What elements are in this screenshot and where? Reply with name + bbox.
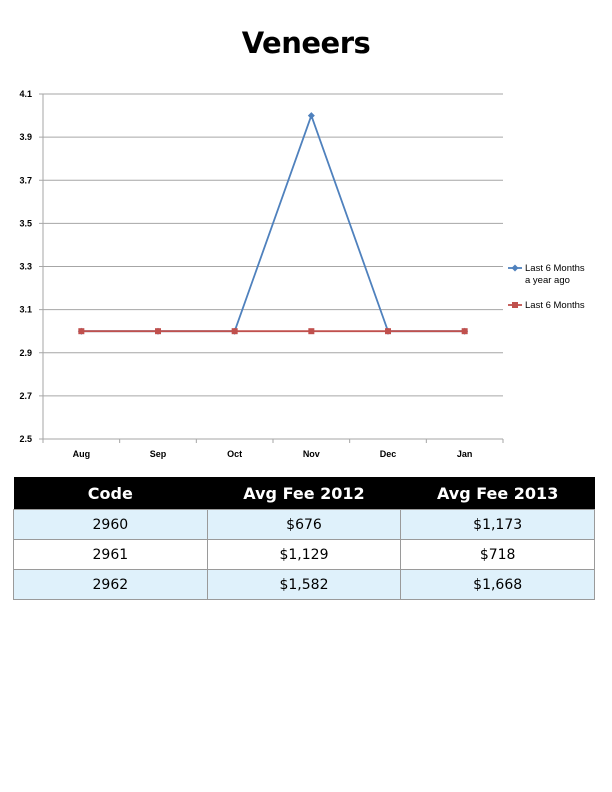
y-tick-label: 2.5 [19, 434, 32, 444]
table-row: 2962 $1,582 $1,668 [13, 569, 595, 600]
y-tick-label: 3.7 [19, 175, 32, 185]
data-point [231, 328, 238, 335]
table-cell: $676 [206, 509, 402, 540]
table-row: 2961 $1,129 $718 [13, 539, 595, 570]
fee-table: Code Avg Fee 2012 Avg Fee 2013 2960 $676… [13, 477, 595, 600]
data-point [155, 328, 161, 335]
table-row: 2960 $676 $1,173 [13, 509, 595, 540]
table-cell: $718 [400, 539, 595, 570]
header-code: Code [13, 477, 208, 510]
y-tick-label: 3.3 [19, 262, 32, 272]
y-tick-label: 3.1 [19, 305, 32, 315]
page-title: Veneers [241, 26, 371, 60]
x-tick-label: Aug [73, 449, 91, 459]
table-cell: 2960 [13, 509, 208, 540]
data-point [461, 328, 468, 335]
legend-marker [512, 302, 518, 308]
x-tick-label: Sep [150, 449, 167, 459]
data-point [307, 112, 315, 120]
y-tick-label: 4.1 [19, 89, 32, 99]
data-point [385, 328, 391, 335]
x-tick-label: Dec [380, 449, 397, 459]
table-cell: $1,173 [400, 509, 595, 540]
table-cell: $1,668 [400, 569, 595, 600]
legend-label-line: Last 6 Months [525, 263, 585, 274]
x-tick-label: Nov [303, 449, 320, 459]
table-header-row: Code Avg Fee 2012 Avg Fee 2013 [13, 477, 595, 510]
y-tick-label: 2.7 [19, 391, 32, 401]
legend-label: Last 6 Months [525, 300, 585, 311]
table-cell: 2962 [13, 569, 208, 600]
legend-label: Last 6 Months a year ago [525, 263, 585, 286]
table-cell: $1,582 [206, 569, 402, 600]
legend-marker [511, 264, 519, 272]
series [77, 112, 469, 335]
gridlines [43, 93, 503, 440]
data-point [308, 328, 315, 335]
header-avg-fee-2012: Avg Fee 2012 [207, 477, 401, 510]
legend-label-line: a year ago [525, 275, 570, 286]
table-cell: 2961 [13, 539, 208, 570]
header-avg-fee-2013: Avg Fee 2013 [400, 477, 595, 510]
y-tick-label: 3.5 [19, 218, 32, 228]
axes: 4.1 3.9 3.7 3.5 3.3 3.1 2.9 2.7 2.5 Aug Sep Oct Nov D… [19, 89, 504, 459]
table-cell: $1,129 [206, 539, 402, 570]
y-tick-label: 3.9 [19, 132, 32, 142]
line-chart: 4.1 3.9 3.7 3.5 3.3 3.1 2.9 2.7 2.5 Aug Sep Oct Nov D… [19, 89, 585, 459]
x-tick-label: Jan [457, 449, 473, 459]
data-point [78, 328, 85, 335]
y-tick-label: 2.9 [19, 348, 32, 358]
x-tick-label: Oct [227, 449, 242, 459]
